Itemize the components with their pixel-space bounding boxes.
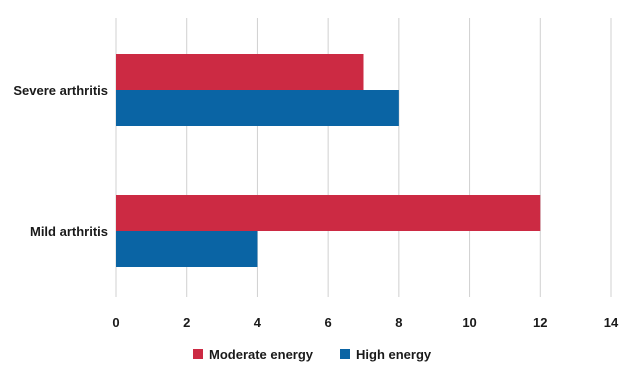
x-tick-label-12: 12 bbox=[533, 315, 547, 330]
legend-label-moderate-energy: Moderate energy bbox=[209, 347, 314, 362]
x-tick-label-0: 0 bbox=[112, 315, 119, 330]
x-tick-label-14: 14 bbox=[604, 315, 619, 330]
x-tick-label-4: 4 bbox=[254, 315, 262, 330]
bar-high-energy-severe-arthritis bbox=[116, 90, 399, 126]
x-tick-label-10: 10 bbox=[462, 315, 476, 330]
x-tick-label-6: 6 bbox=[325, 315, 332, 330]
x-tick-label-2: 2 bbox=[183, 315, 190, 330]
bar-moderate-energy-severe-arthritis bbox=[116, 54, 364, 90]
bar-moderate-energy-mild-arthritis bbox=[116, 195, 540, 231]
category-label-severe-arthritis: Severe arthritis bbox=[13, 83, 108, 98]
legend-swatch-moderate-energy bbox=[193, 349, 203, 359]
category-labels: Severe arthritis Mild arthritis bbox=[13, 83, 108, 239]
category-label-mild-arthritis: Mild arthritis bbox=[30, 224, 108, 239]
legend: Moderate energy High energy bbox=[193, 347, 432, 362]
legend-swatch-high-energy bbox=[340, 349, 350, 359]
legend-label-high-energy: High energy bbox=[356, 347, 432, 362]
x-axis-ticks: 0 2 4 6 8 10 12 14 bbox=[112, 315, 619, 330]
bar-high-energy-mild-arthritis bbox=[116, 231, 257, 267]
x-tick-label-8: 8 bbox=[395, 315, 402, 330]
